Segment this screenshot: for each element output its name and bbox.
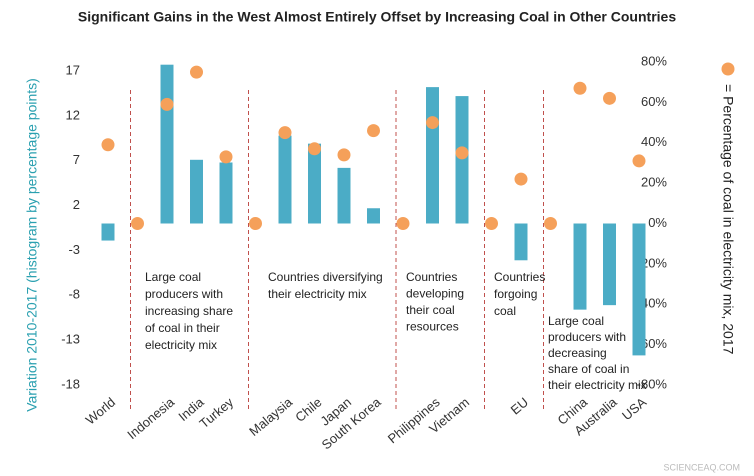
dot	[367, 124, 380, 138]
annotation: their electricity mix	[268, 287, 367, 301]
chart-title: Significant Gains in the West Almost Ent…	[78, 9, 676, 25]
y2-tick-label: 20%	[641, 175, 667, 190]
dot	[573, 81, 587, 95]
dot	[544, 217, 557, 230]
annotation: forgoing	[494, 287, 537, 301]
y-tick-label: -18	[61, 376, 80, 391]
y-tick-label: 12	[66, 107, 80, 122]
bar	[632, 223, 646, 356]
dot	[455, 146, 469, 160]
bar	[603, 223, 616, 306]
annotation: producers with	[548, 330, 626, 344]
dot	[603, 91, 616, 105]
dot	[190, 65, 203, 79]
dot	[219, 150, 233, 164]
dot	[101, 138, 115, 152]
annotation: electricity mix	[145, 338, 217, 352]
dot	[131, 217, 144, 230]
y-tick-label: -13	[61, 332, 80, 347]
y2-tick-label: 0%	[648, 215, 667, 230]
bar	[101, 223, 115, 241]
x-tick-label: World	[83, 394, 118, 427]
watermark: SCIENCEAQ.COM	[663, 462, 740, 472]
bar	[514, 223, 528, 261]
annotation: Countries	[494, 270, 545, 284]
x-tick-label: EU	[508, 394, 531, 417]
y-tick-label: 2	[73, 197, 80, 212]
bar	[337, 167, 351, 224]
annotation: decreasing	[548, 346, 607, 360]
annotation: share of coal in	[548, 362, 629, 376]
x-tick-label: Turkey	[196, 394, 236, 431]
x-tick-label: Indonesia	[124, 394, 177, 442]
y-tick-label: -8	[68, 287, 80, 302]
bar	[219, 162, 233, 224]
y-tick-label: -3	[68, 242, 80, 257]
annotation: resources	[406, 320, 459, 334]
y2-tick-label: 60%	[641, 94, 667, 109]
annotation: coal	[494, 304, 516, 318]
dot	[632, 154, 646, 168]
dot	[485, 217, 498, 230]
dot	[308, 142, 321, 156]
bar	[426, 87, 439, 224]
dot	[249, 217, 262, 230]
dot	[278, 126, 292, 140]
x-tick-label: USA	[619, 394, 649, 423]
bar	[160, 64, 174, 224]
dot	[160, 97, 174, 111]
annotation: Countries	[406, 270, 457, 284]
bar	[573, 223, 587, 310]
legend-label: = Percentage of coal in electricity mix,…	[720, 84, 736, 355]
annotation: of coal in their	[145, 321, 220, 335]
dot	[426, 116, 439, 130]
y-tick-label: 17	[66, 62, 80, 77]
y2-tick-label: -80%	[637, 376, 668, 391]
bar	[308, 143, 321, 224]
y2-tick-label: 40%	[641, 134, 667, 149]
annotation: their coal	[406, 303, 455, 317]
annotation: developing	[406, 287, 464, 301]
bar	[455, 96, 469, 224]
y2-tick-label: 80%	[641, 53, 667, 68]
legend-marker	[721, 62, 735, 76]
dot	[396, 217, 410, 230]
bar	[367, 208, 380, 224]
dot	[337, 148, 351, 162]
annotation: their electricity mix	[548, 378, 647, 392]
y-axis-label: Variation 2010-2017 (histogram by percen…	[24, 78, 40, 412]
annotation: Large coal	[548, 314, 604, 328]
dot	[514, 172, 528, 186]
annotation: Large coal	[145, 270, 201, 284]
annotation: producers with	[145, 287, 223, 301]
x-tick-label: Malaysia	[246, 394, 296, 439]
y-tick-label: 7	[73, 152, 80, 167]
annotation: Countries diversifying	[268, 270, 383, 284]
annotation: increasing share	[145, 304, 233, 318]
bar	[278, 135, 292, 224]
bar	[190, 159, 203, 224]
